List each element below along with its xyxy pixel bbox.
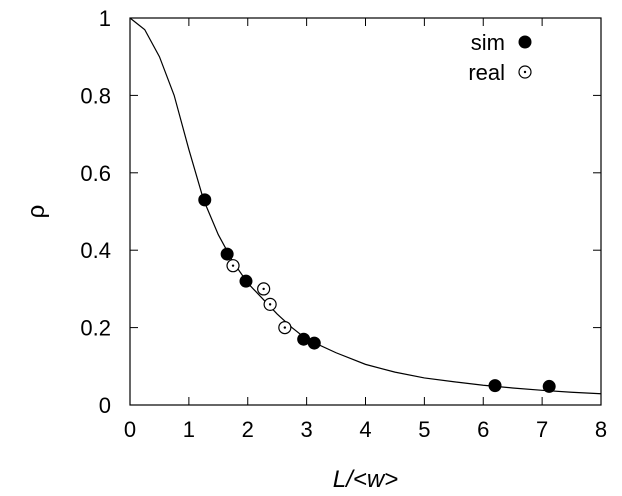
- x-tick-label: 7: [536, 417, 548, 442]
- point-real: [263, 297, 277, 311]
- x-tick-label: 5: [418, 417, 430, 442]
- point-real: [226, 259, 240, 273]
- y-axis-label: ρ: [23, 205, 50, 219]
- legend: sim real: [468, 30, 532, 85]
- plot-area: [129, 17, 602, 406]
- point-sim: [307, 336, 321, 350]
- legend-marker-real: [518, 65, 532, 79]
- point-sim: [239, 274, 253, 288]
- y-tick-label: 0: [99, 393, 111, 418]
- y-tick-label: 0.2: [80, 316, 111, 341]
- legend-marker-sim: [518, 35, 532, 49]
- point-sim: [198, 193, 212, 207]
- x-tick-label: 1: [183, 417, 195, 442]
- ticks: 0 1 2 3 4 5 6 7 8 0 0.2 0.4 0.6 0.8 1: [80, 6, 607, 442]
- point-real: [257, 282, 271, 296]
- legend-label-sim: sim: [471, 30, 505, 55]
- x-tick-label: 3: [301, 417, 313, 442]
- x-tick-label: 4: [359, 417, 371, 442]
- point-real: [278, 321, 292, 335]
- plot-border: [129, 17, 602, 406]
- points-layer: [198, 193, 556, 393]
- x-tick-label: 0: [124, 417, 136, 442]
- point-sim: [542, 379, 556, 393]
- y-tick-label: 0.6: [80, 161, 111, 186]
- y-tick-label: 0.8: [80, 83, 111, 108]
- legend-marker-real-dot: [523, 70, 527, 74]
- point-real-dot: [283, 326, 287, 329]
- x-tick-label: 2: [242, 417, 254, 442]
- point-real-dot: [268, 303, 272, 306]
- x-tick-label: 6: [477, 417, 489, 442]
- y-tick-label: 1: [99, 6, 111, 31]
- point-sim: [220, 247, 234, 261]
- point-real-dot: [262, 287, 265, 291]
- x-axis-label: L/<w>: [333, 466, 398, 493]
- point-real-dot: [231, 264, 235, 267]
- point-sim: [488, 379, 502, 393]
- y-tick-label: 0.4: [80, 238, 111, 263]
- legend-label-real: real: [468, 60, 505, 85]
- x-tick-label: 8: [595, 417, 607, 442]
